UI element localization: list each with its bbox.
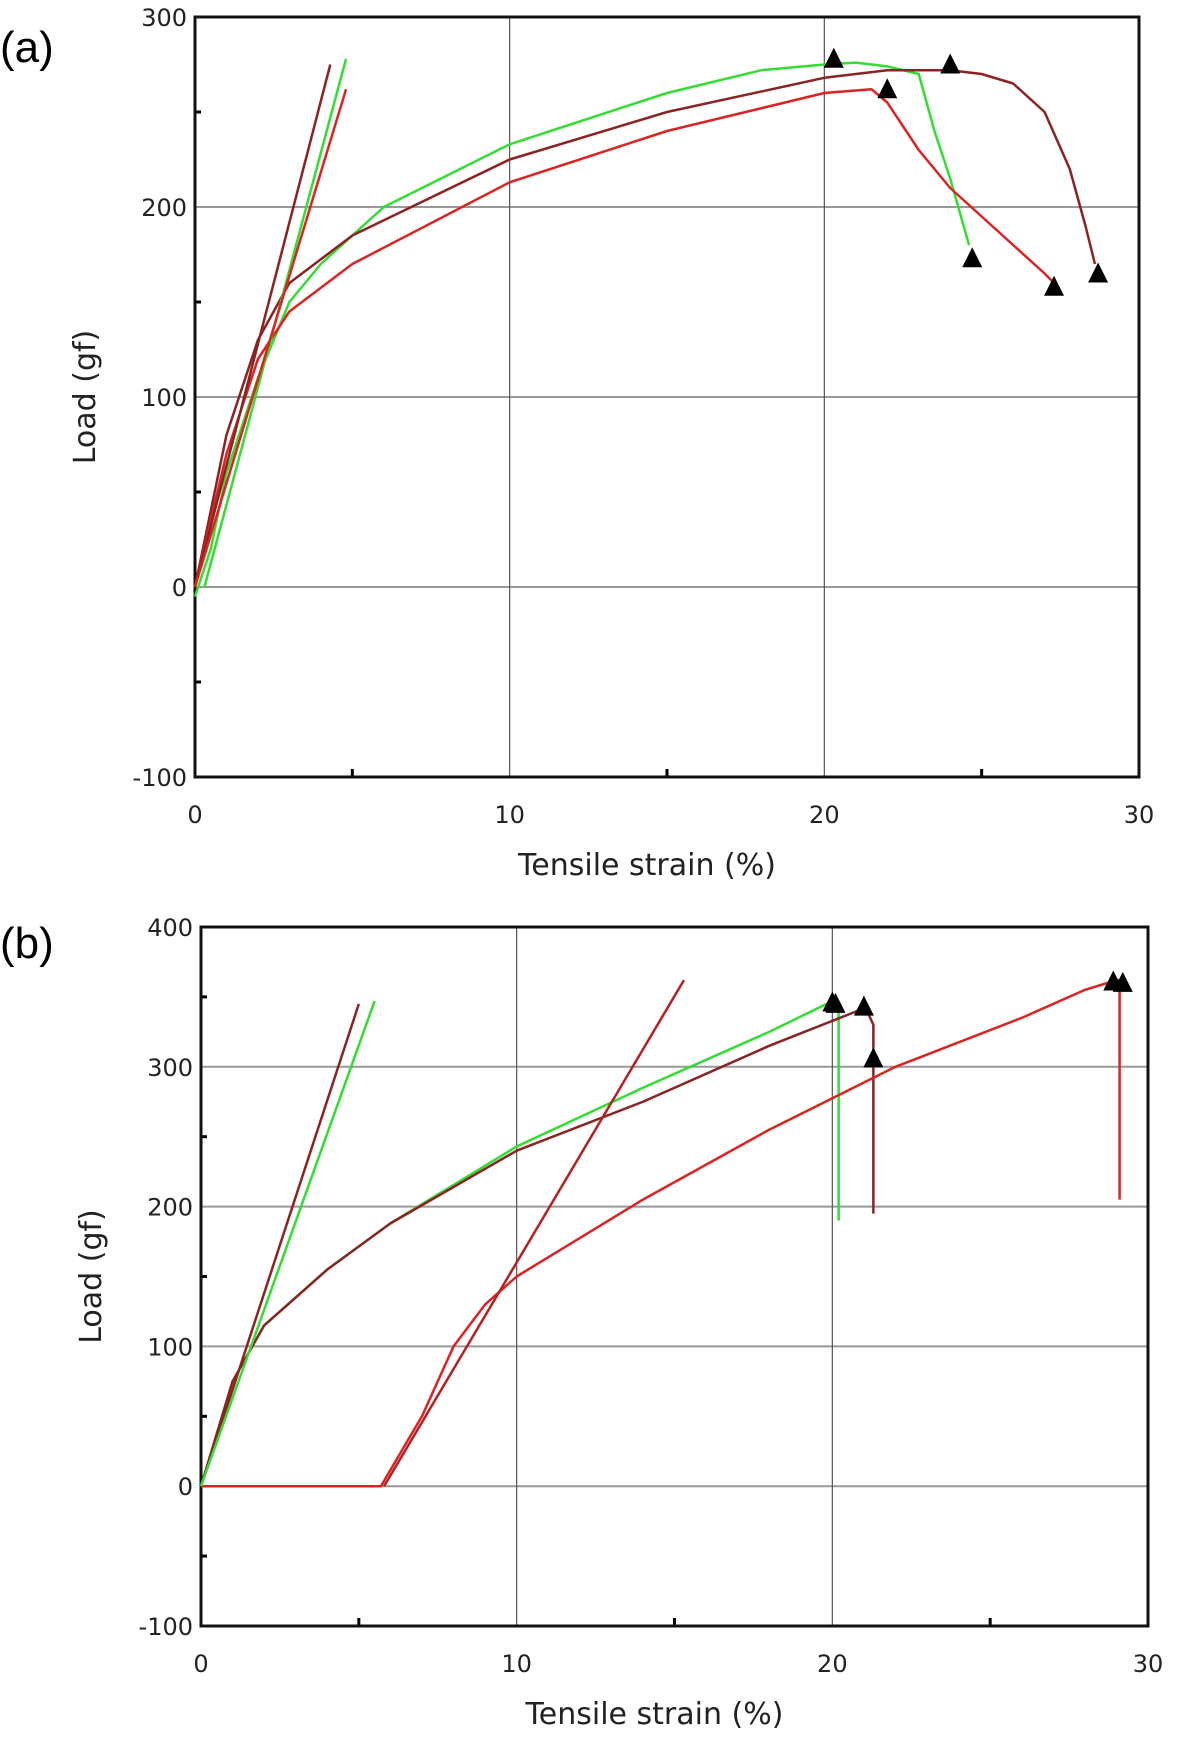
failure-marker-triangle: [1044, 275, 1065, 296]
y-tick-label: 200: [147, 1194, 193, 1222]
y-tick-label: 300: [141, 4, 187, 32]
panel-label: (b): [0, 919, 54, 968]
x-axis-label: Tensile strain (%): [517, 848, 776, 883]
y-axis-label: Load (gf): [74, 1209, 109, 1344]
y-tick-label: -100: [139, 1613, 193, 1641]
series-green-tangent-line: [199, 1000, 376, 1487]
x-tick-label: 20: [809, 801, 840, 829]
failure-marker-triangle: [1112, 971, 1133, 992]
series-red-tangent-line: [383, 979, 686, 1487]
panel-label: (a): [0, 23, 54, 72]
series-green-line: [193, 61, 971, 597]
series-brown-tangent-line: [199, 1003, 361, 1487]
failure-marker-triangle: [877, 78, 898, 99]
series-brown-tangent-line: [193, 64, 332, 588]
x-tick-label: 10: [501, 1650, 532, 1678]
failure-marker-triangle: [823, 47, 844, 68]
y-tick-label: 300: [147, 1054, 193, 1082]
x-tick-label: 30: [1124, 801, 1155, 829]
x-tick-label: 20: [817, 1650, 848, 1678]
y-axis-label: Load (gf): [68, 330, 103, 465]
failure-marker-triangle: [863, 1047, 884, 1068]
series-brown-line: [199, 1002, 875, 1487]
failure-marker-triangle: [1088, 262, 1109, 283]
series-red-line: [201, 978, 1121, 1488]
series-green-line: [199, 999, 840, 1487]
failure-marker-triangle: [853, 995, 874, 1016]
y-tick-label: 0: [172, 574, 187, 602]
series-brown-line: [193, 68, 1097, 588]
x-axis-label: Tensile strain (%): [525, 1697, 784, 1732]
y-tick-label: 0: [178, 1473, 193, 1501]
series-red-line: [193, 87, 1055, 588]
y-tick-label: 100: [147, 1333, 193, 1361]
x-tick-label: 30: [1133, 1650, 1164, 1678]
series-red-tangent-line: [193, 88, 348, 588]
y-tick-label: 400: [147, 914, 193, 942]
y-tick-label: 200: [141, 194, 187, 222]
failure-marker-triangle: [825, 992, 846, 1013]
failure-marker-triangle: [962, 247, 983, 268]
plot-frame: [199, 925, 1150, 1628]
y-tick-label: -100: [133, 764, 187, 792]
x-tick-label: 10: [494, 801, 525, 829]
y-tick-label: 100: [141, 384, 187, 412]
plot-frame: [193, 15, 1141, 779]
failure-marker-triangle: [940, 53, 961, 74]
x-tick-label: 0: [187, 801, 202, 829]
x-tick-label: 0: [193, 1650, 208, 1678]
